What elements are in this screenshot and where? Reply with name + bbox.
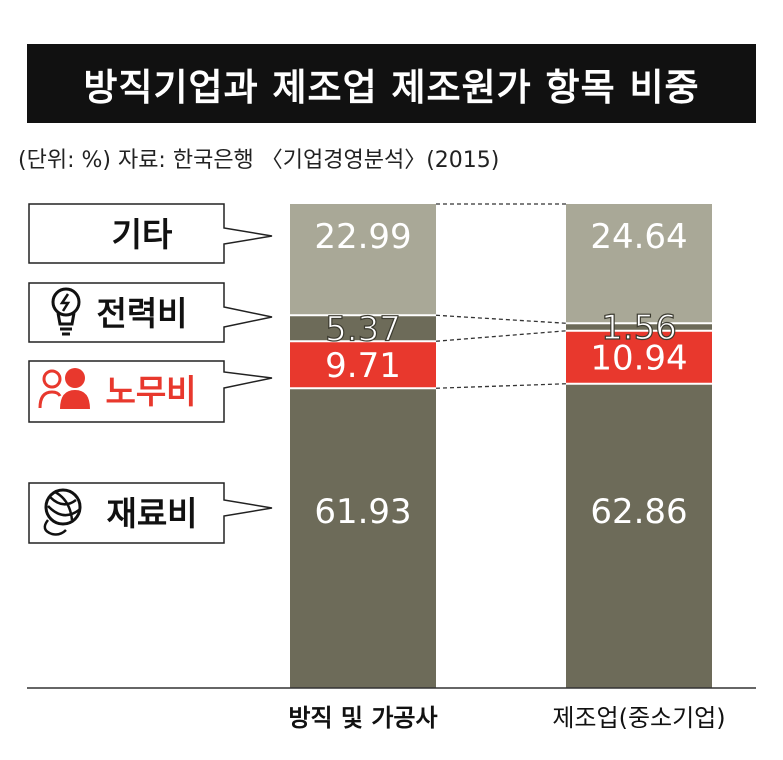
bar-segment-재료비 <box>290 388 436 688</box>
category-label: 방직 및 가공사 <box>288 704 437 732</box>
bar-segment-기타 <box>566 204 712 324</box>
value-label-전력비: 1.56 <box>601 308 677 348</box>
value-label-재료비: 61.93 <box>314 492 411 532</box>
bar-segment-기타 <box>290 204 436 316</box>
bar-group <box>290 204 712 688</box>
legend-callout-box <box>28 203 273 264</box>
value-label-노무비: 10.94 <box>590 338 687 378</box>
legend-item-전력비: 전력비 <box>28 282 273 343</box>
legend-callout-box <box>28 482 273 544</box>
bar-segment-노무비 <box>566 330 712 384</box>
bar-segment-전력비 <box>290 315 436 342</box>
category-label: 제조업(중소기업) <box>552 704 725 732</box>
lightbulb-icon <box>51 287 81 336</box>
legend-label-전력비: 전력비 <box>96 294 187 333</box>
value-label-기타: 22.99 <box>314 217 411 257</box>
legend-item-기타: 기타 <box>28 203 273 264</box>
bar-segment-노무비 <box>290 341 436 389</box>
connector-line <box>435 314 567 324</box>
value-label-전력비: 5.37 <box>325 309 401 349</box>
connector-lines <box>435 203 567 389</box>
connector-line <box>435 330 567 342</box>
legend-label-기타: 기타 <box>112 215 173 254</box>
value-label-기타: 24.64 <box>590 217 687 257</box>
category-labels: 방직 및 가공사 제조업(중소기업) <box>288 704 725 732</box>
chart-title: 방직기업과 제조업 제조원가 항목 비중 <box>27 44 756 123</box>
yarn-ball-icon <box>43 488 82 536</box>
legend-item-노무비: 노무비 <box>28 360 273 423</box>
person-icon <box>38 368 90 409</box>
legend-callout-box <box>28 282 273 343</box>
source-note: (단위: %) 자료: 한국은행 〈기업경영분석〉(2015) <box>18 148 500 173</box>
legend-item-재료비: 재료비 <box>28 482 273 544</box>
bar-segment-전력비 <box>566 323 712 331</box>
value-label-재료비: 62.86 <box>590 492 687 532</box>
legend-label-재료비: 재료비 <box>106 494 197 533</box>
legend-label-노무비: 노무비 <box>105 372 196 411</box>
value-label-노무비: 9.71 <box>325 346 401 386</box>
connector-line <box>435 383 567 389</box>
bar-segment-재료비 <box>566 383 712 688</box>
